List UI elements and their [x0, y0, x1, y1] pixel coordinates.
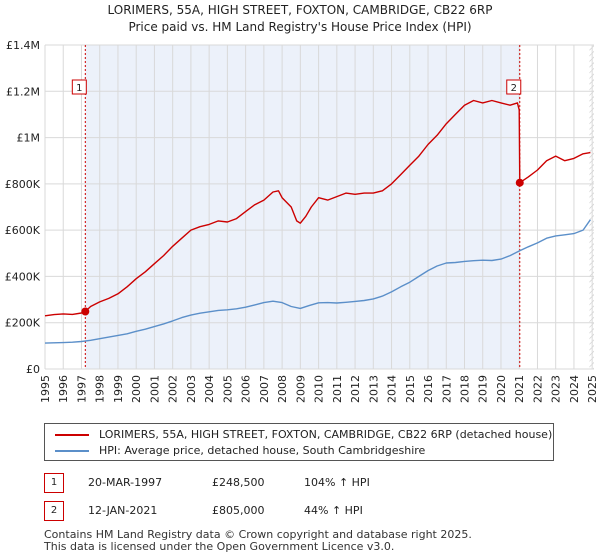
x-tick-label: 1998 — [94, 375, 107, 403]
y-tick-label: £1.4M — [6, 39, 40, 52]
chart-title-line-2: Price paid vs. HM Land Registry's House … — [128, 20, 472, 34]
legend-label-property: LORIMERS, 55A, HIGH STREET, FOXTON, CAMB… — [99, 428, 553, 441]
x-tick-label: 2010 — [313, 375, 326, 403]
ownership-shade — [85, 45, 520, 369]
y-tick-label: £1M — [17, 132, 41, 145]
x-tick-label: 2009 — [294, 375, 307, 403]
transaction-price: £248,500 — [212, 476, 265, 489]
sale-marker-box — [71, 79, 87, 95]
x-tick-label: 2013 — [367, 375, 380, 403]
x-tick-label: 2019 — [477, 375, 490, 403]
footer-copyright: Contains HM Land Registry data © Crown c… — [44, 528, 472, 541]
y-tick-label: £600K — [5, 224, 41, 237]
x-tick-label: 1995 — [39, 375, 52, 403]
transaction-date: 20-MAR-1997 — [88, 476, 163, 489]
y-tick-label: £400K — [5, 270, 41, 283]
chart-legend: LORIMERS, 55A, HIGH STREET, FOXTON, CAMB… — [44, 423, 554, 461]
x-tick-label: 2008 — [276, 375, 289, 403]
y-tick-label: £200K — [5, 317, 41, 330]
hpi-line — [44, 219, 591, 344]
footer: Contains HM Land Registry data © Crown c… — [44, 529, 472, 553]
transaction-hpi-change: 104% ↑ HPI — [304, 476, 370, 489]
x-tick-label: 2002 — [167, 375, 180, 403]
x-tick-label: 2024 — [568, 375, 581, 403]
x-tick-label: 2017 — [440, 375, 453, 403]
x-tick-label: 2015 — [404, 375, 417, 403]
x-tick-label: 2007 — [258, 375, 271, 403]
chart-title-line-1: LORIMERS, 55A, HIGH STREET, FOXTON, CAMB… — [107, 3, 493, 17]
x-tick-label: 2001 — [148, 375, 161, 403]
transaction-badge: 2 — [44, 501, 64, 521]
x-tick-label: 1999 — [112, 375, 125, 403]
x-tick-label: 2025 — [586, 375, 599, 403]
x-tick-label: 2011 — [331, 375, 344, 403]
x-tick-label: 2012 — [349, 375, 362, 403]
transaction-row: 1 20-MAR-1997 £248,500 104% ↑ HPI — [44, 473, 564, 493]
transaction-row: 2 12-JAN-2021 £805,000 44% ↑ HPI — [44, 501, 564, 521]
transaction-date: 12-JAN-2021 — [88, 504, 158, 517]
x-tick-label: 2006 — [240, 375, 253, 403]
x-tick-label: 2004 — [203, 375, 216, 403]
legend-swatch-property — [55, 434, 89, 436]
transaction-badge: 1 — [44, 473, 64, 493]
transaction-price: £805,000 — [212, 504, 265, 517]
chart-title: LORIMERS, 55A, HIGH STREET, FOXTON, CAMB… — [0, 2, 600, 36]
x-tick-label: 2023 — [550, 375, 563, 403]
x-tick-label: 2018 — [459, 375, 472, 403]
x-tick-label: 2005 — [221, 375, 234, 403]
sale-marker-box — [506, 79, 522, 95]
footer-licence: This data is licensed under the Open Gov… — [44, 540, 395, 553]
x-tick-label: 2022 — [531, 375, 544, 403]
sale-marker-label: 2 — [511, 83, 517, 94]
x-tick-label: 2003 — [185, 375, 198, 403]
x-tick-label: 2000 — [130, 375, 143, 403]
price-chart: 1 2 £0 £200K £400K £600K £800K £1M £1.2M £1.4M 199… — [5, 39, 599, 403]
property-price-line — [44, 99, 591, 317]
y-tick-label: £800K — [5, 178, 41, 191]
sale-marker-label: 1 — [76, 83, 82, 94]
legend-label-hpi: HPI: Average price, detached house, Sout… — [99, 444, 426, 457]
legend-swatch-hpi — [55, 450, 89, 452]
x-tick-label: 2020 — [495, 375, 508, 403]
x-tick-label: 1997 — [75, 375, 88, 403]
x-tick-label: 1996 — [57, 375, 70, 403]
x-tick-label: 2016 — [422, 375, 435, 403]
legend-item-property: LORIMERS, 55A, HIGH STREET, FOXTON, CAMB… — [55, 427, 552, 443]
x-tick-label: 2021 — [513, 375, 526, 403]
sale-point — [81, 307, 90, 316]
legend-item-hpi: HPI: Average price, detached house, Sout… — [55, 443, 425, 459]
y-tick-label: £1.2M — [6, 85, 40, 98]
transaction-hpi-change: 44% ↑ HPI — [304, 504, 363, 517]
x-tick-label: 2014 — [386, 375, 399, 403]
y-tick-label: £0 — [26, 363, 40, 376]
sale-point — [515, 178, 524, 187]
